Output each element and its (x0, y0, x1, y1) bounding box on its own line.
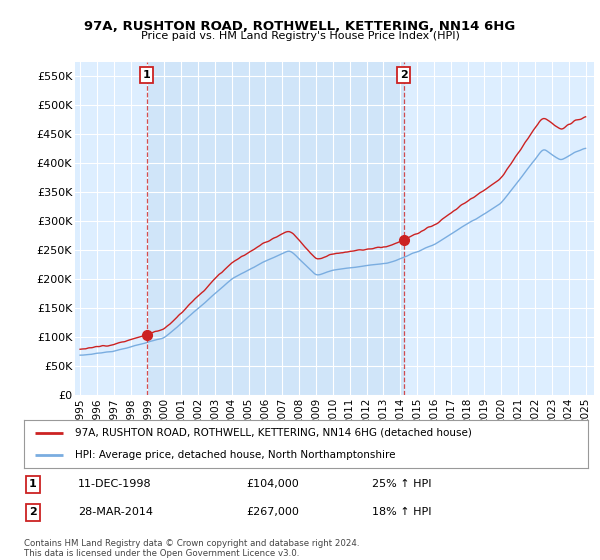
Text: 1: 1 (29, 479, 37, 489)
Text: 25% ↑ HPI: 25% ↑ HPI (372, 479, 431, 489)
Text: 2: 2 (400, 70, 407, 80)
Text: 18% ↑ HPI: 18% ↑ HPI (372, 507, 431, 517)
Text: 1: 1 (143, 70, 151, 80)
Text: 97A, RUSHTON ROAD, ROTHWELL, KETTERING, NN14 6HG (detached house): 97A, RUSHTON ROAD, ROTHWELL, KETTERING, … (75, 428, 472, 438)
Text: 97A, RUSHTON ROAD, ROTHWELL, KETTERING, NN14 6HG: 97A, RUSHTON ROAD, ROTHWELL, KETTERING, … (85, 20, 515, 32)
Text: HPI: Average price, detached house, North Northamptonshire: HPI: Average price, detached house, Nort… (75, 450, 395, 460)
Text: £104,000: £104,000 (246, 479, 299, 489)
Text: Contains HM Land Registry data © Crown copyright and database right 2024.
This d: Contains HM Land Registry data © Crown c… (24, 539, 359, 558)
Text: 11-DEC-1998: 11-DEC-1998 (78, 479, 152, 489)
Text: 2: 2 (29, 507, 37, 517)
Text: 28-MAR-2014: 28-MAR-2014 (78, 507, 153, 517)
Bar (147, 62, 404, 395)
Text: £267,000: £267,000 (246, 507, 299, 517)
Text: Price paid vs. HM Land Registry's House Price Index (HPI): Price paid vs. HM Land Registry's House … (140, 31, 460, 41)
